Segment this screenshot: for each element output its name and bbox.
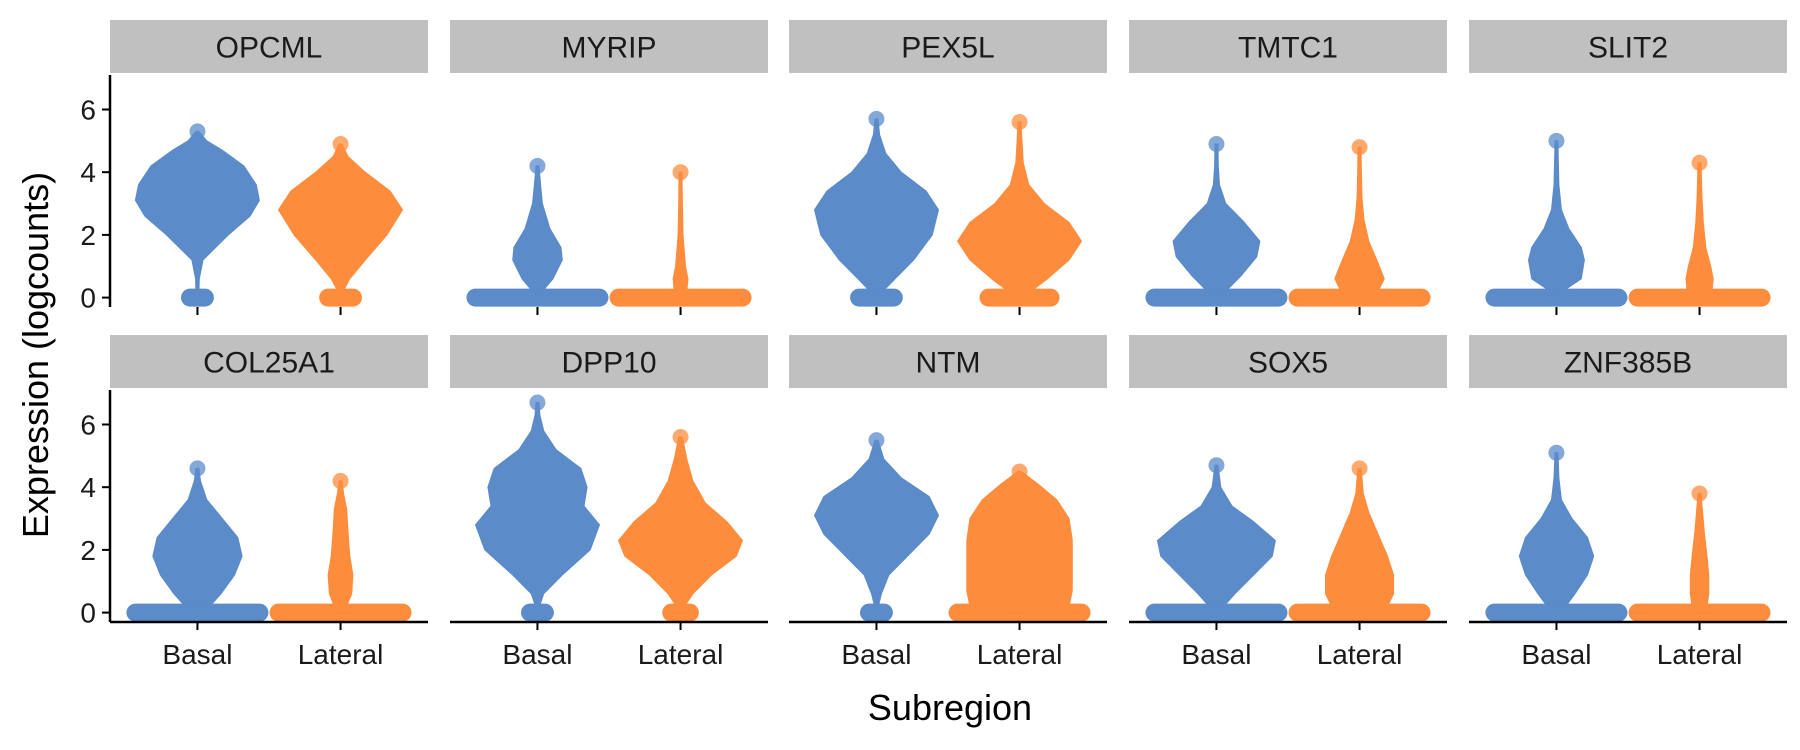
max-point-lateral	[332, 472, 349, 489]
strip-label: NTM	[916, 347, 981, 380]
max-point-basal	[868, 110, 885, 127]
panel-ntm: NTM Basal Lateral	[789, 335, 1107, 670]
max-point-basal	[1548, 444, 1565, 461]
strip-dpp10	[450, 335, 768, 388]
panel-znf385b: ZNF385B Basal Lateral	[1469, 335, 1787, 670]
violin-basal	[134, 130, 260, 299]
strip-label: SLIT2	[1588, 32, 1668, 65]
strip-label: ZNF385B	[1564, 347, 1692, 380]
strip-label: OPCML	[216, 32, 323, 65]
y-tick-label: 0	[80, 283, 96, 314]
violin-basal	[1494, 452, 1619, 614]
strip-label: SOX5	[1248, 347, 1328, 380]
y-tick-label: 2	[80, 535, 96, 566]
violin-basal	[1154, 464, 1279, 614]
violin-lateral	[957, 471, 1082, 614]
strip-sox5	[1129, 335, 1447, 388]
max-point-basal	[529, 157, 546, 174]
y-tick-label: 2	[80, 220, 96, 251]
max-point-lateral	[672, 164, 689, 181]
strip-label: DPP10	[561, 347, 656, 380]
x-tick-label: Lateral	[638, 639, 724, 670]
max-point-basal	[1208, 135, 1225, 152]
violin-lateral	[957, 121, 1082, 299]
x-tick-label: Basal	[841, 639, 911, 670]
x-tick-label: Basal	[1521, 639, 1591, 670]
max-point-lateral	[672, 429, 689, 446]
violin-lateral	[618, 171, 743, 299]
y-tick-label: 4	[80, 157, 96, 188]
x-tick-label: Lateral	[1657, 639, 1743, 670]
x-axis-title: Subregion	[868, 687, 1032, 728]
violin-lateral	[278, 143, 403, 299]
panel-dpp10: DPP10 Basal Lateral	[450, 335, 768, 670]
max-point-lateral	[1351, 460, 1368, 477]
x-tick-label: Basal	[502, 639, 572, 670]
violin-lateral	[1637, 162, 1762, 299]
max-point-basal	[189, 460, 206, 477]
violin-lateral	[1637, 493, 1762, 614]
violin-basal	[475, 402, 600, 614]
x-tick-label: Lateral	[298, 639, 384, 670]
x-tick-label: Lateral	[1317, 639, 1403, 670]
facet-panels: OPCML 0 2 4 6 MYRIP PEX5L TMTC1 SLIT2 COL25A1 Basa…	[80, 20, 1787, 670]
violin-basal	[1494, 140, 1619, 299]
strip-opcml	[110, 20, 428, 73]
max-point-basal	[1548, 132, 1565, 149]
panel-slit2: SLIT2	[1469, 20, 1787, 315]
max-point-lateral	[332, 135, 349, 152]
x-tick-label: Lateral	[977, 639, 1063, 670]
strip-ntm	[789, 335, 1107, 388]
y-tick-label: 6	[80, 409, 96, 440]
y-axis-title: Expression (logcounts)	[15, 172, 56, 538]
strip-label: PEX5L	[901, 32, 994, 65]
strip-myrip	[450, 20, 768, 73]
strip-slit2	[1469, 20, 1787, 73]
max-point-basal	[529, 394, 546, 411]
max-point-basal	[1208, 457, 1225, 474]
strip-label: COL25A1	[203, 347, 335, 380]
panel-tmtc1: TMTC1	[1129, 20, 1447, 315]
violin-basal	[814, 439, 939, 614]
violin-lateral	[618, 436, 743, 614]
strip-tmtc1	[1129, 20, 1447, 73]
max-point-lateral	[1351, 139, 1368, 156]
x-tick-label: Basal	[1181, 639, 1251, 670]
violin-lateral	[278, 480, 403, 614]
panel-myrip: MYRIP	[450, 20, 768, 315]
panel-pex5l: PEX5L	[789, 20, 1107, 315]
violin-basal	[134, 467, 260, 614]
violin-basal	[1154, 143, 1279, 299]
max-point-basal	[868, 432, 885, 449]
strip-label: TMTC1	[1238, 32, 1338, 65]
max-point-lateral	[1011, 463, 1028, 480]
max-point-basal	[189, 123, 206, 140]
panel-sox5: SOX5 Basal Lateral	[1129, 335, 1447, 670]
max-point-lateral	[1691, 154, 1708, 171]
violin-basal	[814, 118, 939, 299]
max-point-lateral	[1691, 485, 1708, 502]
y-tick-label: 0	[80, 598, 96, 629]
y-tick-label: 6	[80, 94, 96, 125]
max-point-lateral	[1011, 114, 1028, 131]
violin-lateral	[1297, 467, 1422, 614]
strip-pex5l	[789, 20, 1107, 73]
strip-label: MYRIP	[561, 32, 656, 65]
strip-znf385b	[1469, 335, 1787, 388]
strip-col25a1	[110, 335, 428, 388]
panel-col25a1: COL25A1 Basal Lateral 0 2 4 6	[80, 335, 428, 670]
x-tick-label: Basal	[162, 639, 232, 670]
violin-lateral	[1297, 146, 1422, 299]
y-tick-label: 4	[80, 472, 96, 503]
violin-basal	[475, 165, 600, 299]
panel-opcml: OPCML 0 2 4 6	[80, 20, 428, 315]
